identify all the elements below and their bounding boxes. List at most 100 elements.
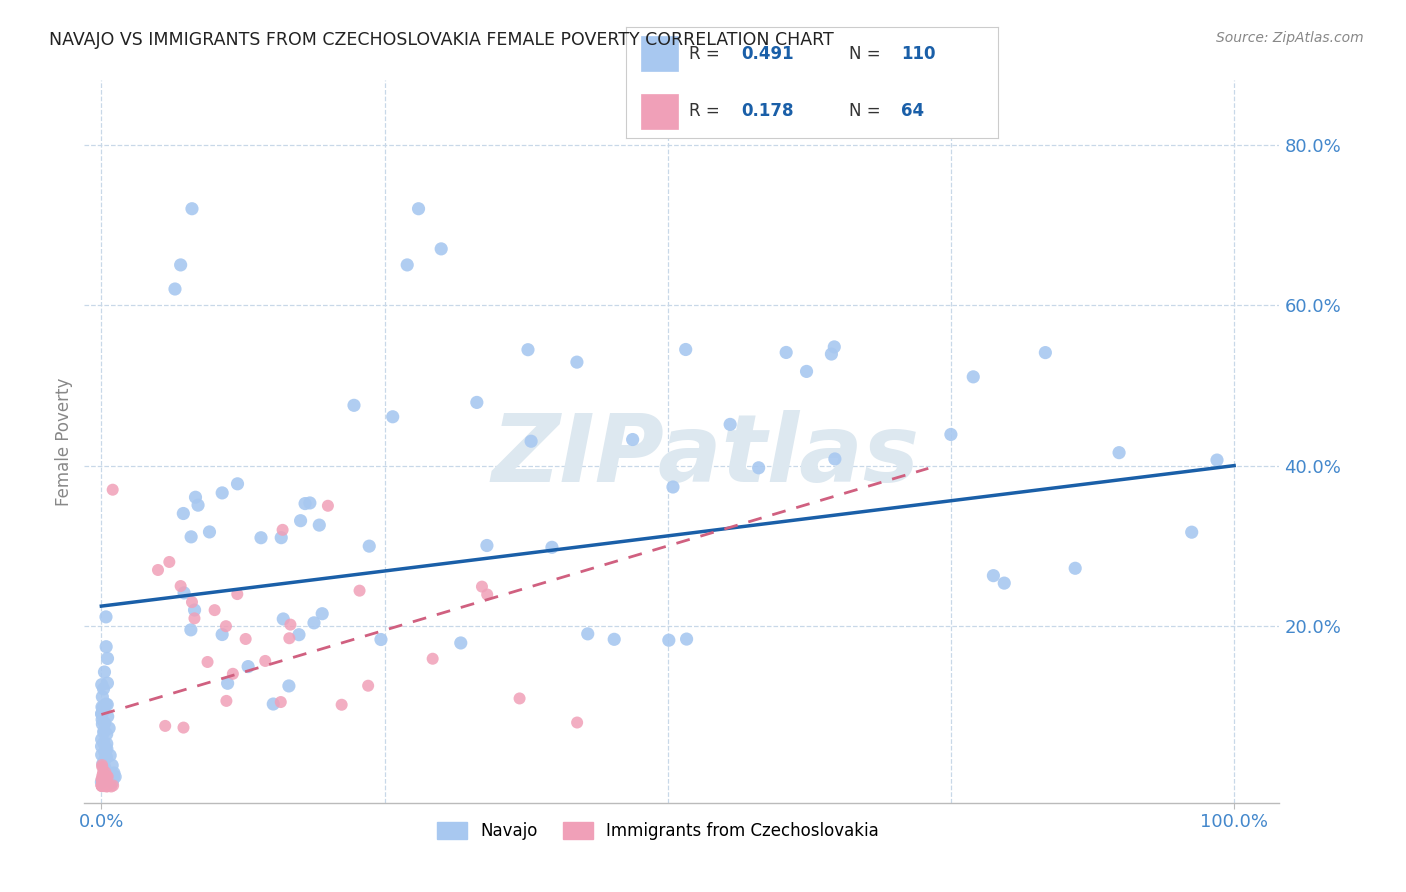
Point <box>94 610 117 624</box>
Text: 0.178: 0.178 <box>741 103 793 120</box>
Legend: Navajo, Immigrants from Czechoslovakia: Navajo, Immigrants from Czechoslovakia <box>429 814 887 848</box>
Point <box>96 727 118 741</box>
Point <box>91 773 114 788</box>
Point <box>146 563 169 577</box>
Point <box>91 772 114 787</box>
Point <box>90 772 112 787</box>
Point <box>820 347 842 361</box>
Point <box>796 364 818 378</box>
Point <box>658 633 681 648</box>
Point <box>103 772 125 786</box>
Point <box>477 587 499 601</box>
Point <box>270 531 292 545</box>
Point <box>91 769 114 783</box>
Point <box>96 772 118 787</box>
Point <box>90 678 112 692</box>
Point <box>93 772 115 787</box>
Point <box>270 695 292 709</box>
Point <box>93 723 115 738</box>
Point <box>90 739 112 754</box>
Text: R =: R = <box>689 45 725 62</box>
Point <box>349 583 371 598</box>
Point <box>93 665 115 679</box>
Point <box>215 619 238 633</box>
Point <box>96 698 118 712</box>
Point <box>153 719 176 733</box>
Point <box>541 541 564 555</box>
Point <box>197 655 219 669</box>
Point <box>621 433 644 447</box>
Point <box>93 772 115 786</box>
Point <box>97 770 120 784</box>
Point <box>330 698 353 712</box>
Point <box>775 345 797 359</box>
Point <box>262 697 284 711</box>
Point <box>93 725 115 739</box>
Point <box>96 780 118 794</box>
Point <box>576 627 599 641</box>
Point <box>1064 561 1087 575</box>
Point <box>430 242 453 256</box>
Point <box>271 523 294 537</box>
Point <box>408 202 430 216</box>
Point <box>718 417 741 432</box>
Point <box>173 721 195 735</box>
Point <box>104 770 127 784</box>
Point <box>96 742 118 756</box>
Point <box>311 607 333 621</box>
Point <box>94 778 117 792</box>
Point <box>90 772 112 787</box>
Point <box>254 654 277 668</box>
Point <box>180 623 202 637</box>
Point <box>91 774 114 789</box>
Point <box>662 480 685 494</box>
Point <box>97 709 120 723</box>
Point <box>1108 445 1130 459</box>
Point <box>100 780 122 794</box>
Point <box>465 395 488 409</box>
Point <box>93 753 115 767</box>
Text: R =: R = <box>689 103 725 120</box>
Point <box>93 775 115 789</box>
Point <box>91 779 114 793</box>
Point <box>94 765 117 780</box>
Point <box>169 258 191 272</box>
Point <box>250 531 273 545</box>
Point <box>316 499 339 513</box>
Text: 64: 64 <box>901 103 925 120</box>
Point <box>96 774 118 789</box>
Point <box>1035 345 1057 359</box>
Point <box>90 775 112 789</box>
Point <box>90 779 112 793</box>
Point <box>91 773 114 788</box>
Point <box>204 603 226 617</box>
Point <box>211 486 233 500</box>
Text: 110: 110 <box>901 45 936 62</box>
Point <box>91 700 114 714</box>
Point <box>236 659 259 673</box>
Text: N =: N = <box>849 103 886 120</box>
Point <box>211 627 233 641</box>
Point <box>603 632 626 647</box>
Point <box>183 611 205 625</box>
Text: N =: N = <box>849 45 886 62</box>
Point <box>93 774 115 789</box>
Point <box>181 595 204 609</box>
Point <box>215 694 238 708</box>
Point <box>181 202 204 216</box>
Point <box>91 700 114 714</box>
Point <box>962 369 984 384</box>
Point <box>90 706 112 721</box>
Point <box>91 705 114 719</box>
Text: NAVAJO VS IMMIGRANTS FROM CZECHOSLOVAKIA FEMALE POVERTY CORRELATION CHART: NAVAJO VS IMMIGRANTS FROM CZECHOSLOVAKIA… <box>49 31 834 49</box>
Point <box>184 490 207 504</box>
Point <box>157 555 180 569</box>
Point <box>183 603 205 617</box>
Point <box>90 779 112 793</box>
Point <box>298 496 321 510</box>
Point <box>91 772 114 787</box>
Bar <box>641 36 678 71</box>
Point <box>520 434 543 449</box>
Point <box>370 632 392 647</box>
Point <box>277 679 299 693</box>
